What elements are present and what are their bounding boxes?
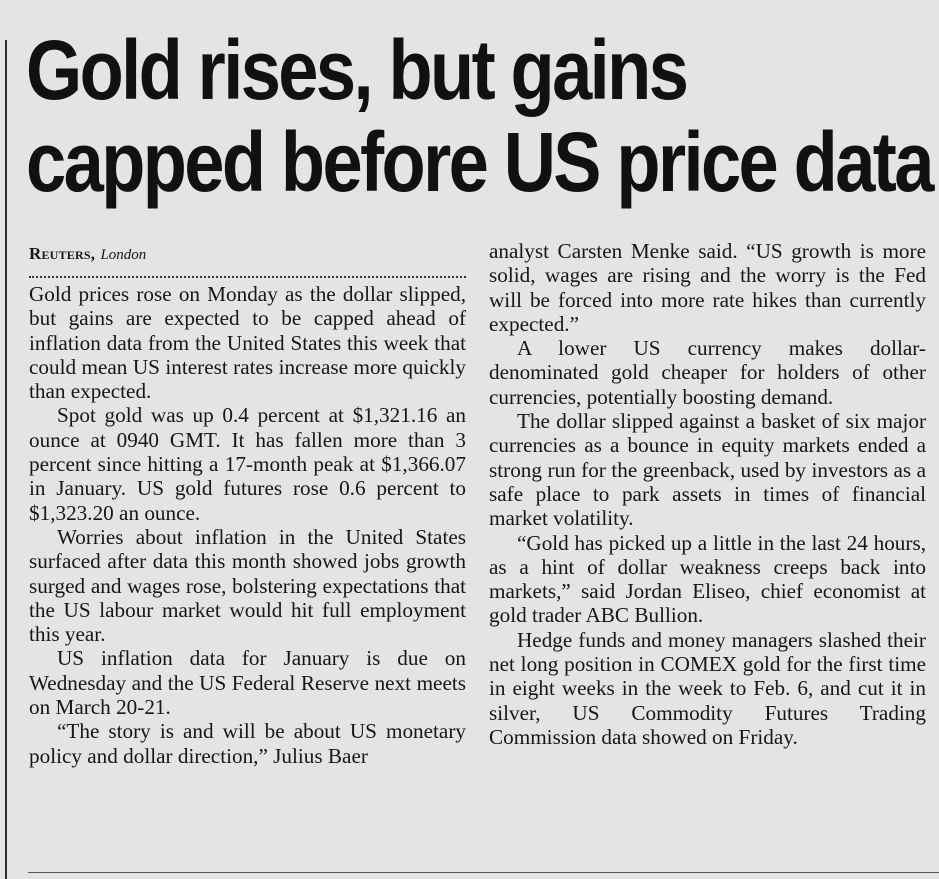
bottom-rule [28, 872, 939, 873]
dotted-divider [29, 276, 466, 278]
article-column-left: Reuters, London Gold prices rose on Mond… [29, 240, 466, 768]
byline: Reuters, London [29, 240, 466, 278]
paragraph: A lower US currency makes dollar-denomin… [489, 336, 926, 409]
paragraph: The dollar slipped against a basket of s… [489, 409, 926, 531]
column-rule [5, 40, 7, 879]
paragraph: Worries about inflation in the United St… [29, 524, 466, 647]
article-column-right: analyst Carsten Menke said. “US growth i… [489, 239, 926, 749]
paragraph: Spot gold was up 0.4 percent at $1,321.1… [29, 403, 466, 525]
paragraph: analyst Carsten Menke said. “US growth i… [489, 239, 926, 336]
headline: Gold rises, but gains capped before US p… [26, 23, 934, 209]
paragraph: “Gold has picked up a little in the last… [489, 530, 926, 628]
byline-location: London [100, 247, 147, 263]
paragraph: “The story is and will be about US monet… [29, 719, 466, 768]
byline-agency: Reuters, [29, 244, 96, 263]
paragraph: Gold prices rose on Monday as the dollar… [29, 282, 466, 404]
paragraph: US inflation data for January is due on … [29, 646, 466, 720]
paragraph: Hedge funds and money managers slashed t… [489, 627, 926, 749]
